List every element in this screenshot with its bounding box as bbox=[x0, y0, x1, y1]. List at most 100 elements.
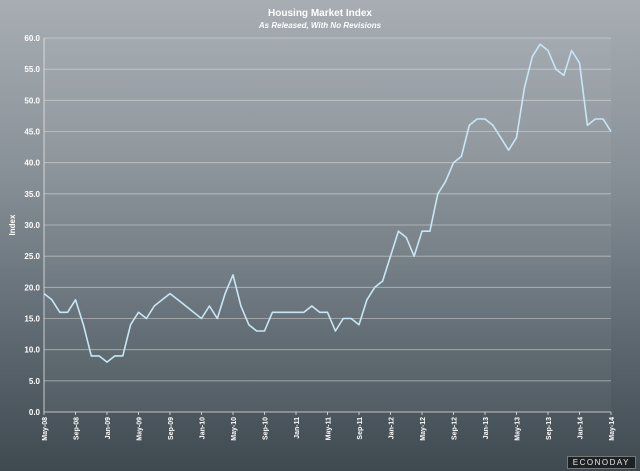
x-tick-label: May-09 bbox=[137, 417, 144, 441]
x-tick-label: Jan-11 bbox=[294, 417, 301, 439]
data-point bbox=[311, 305, 313, 307]
data-point bbox=[547, 49, 549, 51]
x-tick-label: May-10 bbox=[231, 417, 238, 441]
data-point bbox=[389, 255, 391, 257]
data-point bbox=[476, 118, 478, 120]
y-tick-label: 45.0 bbox=[24, 128, 40, 137]
data-point bbox=[326, 311, 328, 313]
x-tick-label: Jan-12 bbox=[389, 417, 396, 439]
data-point bbox=[200, 317, 202, 319]
data-point bbox=[531, 56, 533, 58]
data-point bbox=[216, 317, 218, 319]
data-point bbox=[342, 317, 344, 319]
data-point bbox=[192, 311, 194, 313]
y-tick-label: 15.0 bbox=[24, 315, 40, 324]
y-tick-label: 20.0 bbox=[24, 283, 40, 292]
data-point bbox=[397, 230, 399, 232]
x-tick-label: May-11 bbox=[326, 417, 333, 440]
data-point bbox=[106, 361, 108, 363]
data-point bbox=[66, 311, 68, 313]
data-point bbox=[570, 49, 572, 51]
data-point bbox=[122, 355, 124, 357]
data-point bbox=[602, 118, 604, 120]
y-axis-label: Index bbox=[8, 214, 17, 235]
data-point bbox=[515, 137, 517, 139]
x-tick-label: May-14 bbox=[609, 417, 616, 441]
data-point bbox=[255, 330, 257, 332]
x-tick-label: Jan-10 bbox=[200, 417, 207, 439]
x-tick-label: May-12 bbox=[420, 417, 427, 441]
x-tick-label: May-08 bbox=[42, 417, 49, 441]
data-point bbox=[240, 305, 242, 307]
data-point bbox=[145, 317, 147, 319]
data-point bbox=[484, 118, 486, 120]
data-point bbox=[358, 324, 360, 326]
series-line bbox=[43, 43, 612, 363]
data-point bbox=[82, 324, 84, 326]
data-point bbox=[381, 280, 383, 282]
data-point bbox=[405, 236, 407, 238]
data-point bbox=[452, 161, 454, 163]
data-point bbox=[129, 324, 131, 326]
data-point bbox=[74, 299, 76, 301]
chart-title: Housing Market Index bbox=[268, 8, 372, 19]
data-point bbox=[586, 124, 588, 126]
data-point bbox=[374, 286, 376, 288]
x-tick-label: May-13 bbox=[515, 417, 522, 441]
data-point bbox=[114, 355, 116, 357]
data-point bbox=[295, 311, 297, 313]
data-point bbox=[263, 330, 265, 332]
data-point bbox=[421, 230, 423, 232]
y-tick-label: 10.0 bbox=[24, 346, 40, 355]
y-tick-label: 55.0 bbox=[24, 65, 40, 74]
data-point bbox=[468, 124, 470, 126]
data-point bbox=[594, 118, 596, 120]
y-tick-label: 35.0 bbox=[24, 190, 40, 199]
y-tick-label: 30.0 bbox=[24, 221, 40, 230]
data-point bbox=[271, 311, 273, 313]
data-point bbox=[224, 292, 226, 294]
x-tick-label: Jan-14 bbox=[578, 417, 585, 439]
x-tick-label: Sep-10 bbox=[263, 417, 270, 440]
y-tick-label: 50.0 bbox=[24, 96, 40, 105]
data-point bbox=[177, 299, 179, 301]
y-tick-label: 25.0 bbox=[24, 252, 40, 261]
data-point bbox=[59, 311, 61, 313]
data-point bbox=[460, 155, 462, 157]
data-point bbox=[444, 180, 446, 182]
y-tick-label: 0.0 bbox=[29, 408, 41, 417]
data-point bbox=[318, 311, 320, 313]
y-tick-label: 60.0 bbox=[24, 34, 40, 43]
data-point bbox=[350, 317, 352, 319]
data-point bbox=[578, 62, 580, 64]
data-point bbox=[500, 137, 502, 139]
x-tick-label: Sep-09 bbox=[168, 417, 175, 440]
data-point bbox=[279, 311, 281, 313]
chart-subtitle: As Released, With No Revisions bbox=[258, 21, 382, 30]
data-point bbox=[429, 230, 431, 232]
y-tick-label: 5.0 bbox=[29, 377, 41, 386]
data-point bbox=[232, 274, 234, 276]
data-point bbox=[523, 87, 525, 89]
data-point bbox=[413, 255, 415, 257]
data-point bbox=[287, 311, 289, 313]
data-point bbox=[161, 299, 163, 301]
x-tick-label: Sep-11 bbox=[357, 417, 364, 440]
econoday-logo: ECONODAY bbox=[566, 456, 636, 469]
data-point bbox=[492, 124, 494, 126]
data-point bbox=[555, 68, 557, 70]
data-point bbox=[98, 355, 100, 357]
data-point bbox=[539, 43, 541, 45]
data-point bbox=[51, 299, 53, 301]
data-point bbox=[153, 305, 155, 307]
data-point bbox=[137, 311, 139, 313]
data-point bbox=[169, 292, 171, 294]
x-tick-label: Jan-09 bbox=[105, 417, 112, 439]
data-point bbox=[437, 193, 439, 195]
data-point bbox=[334, 330, 336, 332]
data-point bbox=[303, 311, 305, 313]
data-point bbox=[185, 305, 187, 307]
x-tick-label: Sep-12 bbox=[452, 417, 459, 440]
